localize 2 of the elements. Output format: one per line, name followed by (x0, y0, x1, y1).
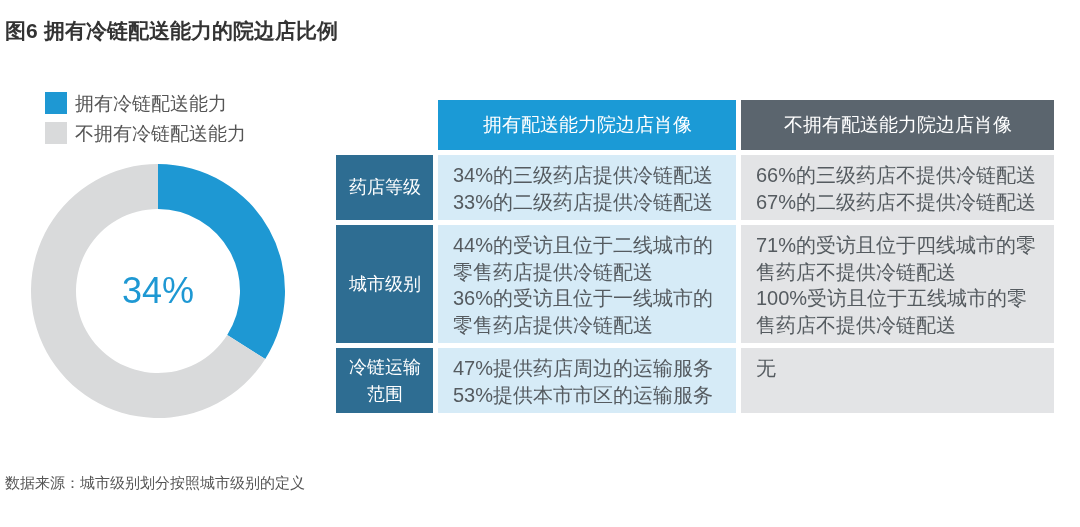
note: 数据来源：城市级别划分按照城市级别的定义 (5, 474, 305, 491)
title: 图6 拥有冷链配送能力的院边店比例 (5, 19, 338, 42)
